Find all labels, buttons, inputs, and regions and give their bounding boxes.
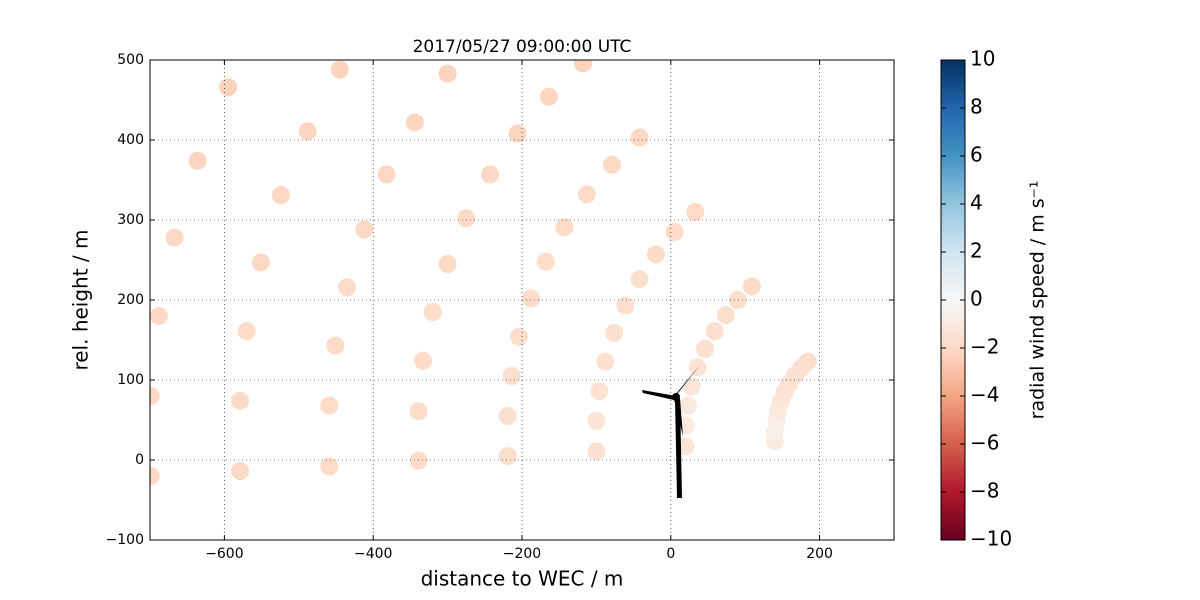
data-point [555, 218, 574, 237]
data-point [510, 327, 529, 346]
colorbar-tick-label: −2 [970, 335, 999, 359]
data-point [405, 113, 424, 132]
data-point [326, 336, 345, 355]
data-point [502, 367, 521, 385]
chart-title: 2017/05/27 09:00:00 UTC [413, 37, 632, 57]
data-point [481, 165, 500, 184]
data-point [414, 351, 433, 370]
y-tick-label: −100 [106, 532, 144, 548]
data-point [150, 387, 160, 405]
y-tick-label: 300 [117, 212, 144, 228]
data-point [577, 185, 596, 204]
data-point [320, 396, 339, 415]
data-point [271, 186, 290, 205]
data-point [521, 289, 540, 308]
data-point [231, 391, 250, 410]
colorbar-tick-label: 8 [970, 95, 983, 119]
colorbar-tick-label: −10 [970, 527, 1012, 551]
data-point [688, 358, 707, 377]
colorbar-tick-label: 6 [970, 143, 983, 167]
y-tick-label: 100 [117, 372, 144, 388]
data-point [605, 323, 624, 342]
hub [672, 393, 680, 401]
data-point [587, 411, 606, 430]
data-point [409, 451, 428, 470]
colorbar-tick-label: −4 [970, 383, 999, 407]
data-point [630, 128, 649, 147]
points [150, 60, 817, 485]
data-point [330, 60, 349, 79]
data-point [231, 462, 250, 481]
data-point [590, 382, 609, 401]
data-point [438, 255, 457, 273]
turbine [642, 364, 701, 498]
data-point [696, 339, 715, 358]
data-point [409, 402, 428, 421]
y-tick-label: 200 [117, 292, 144, 308]
colorbar-label: radial wind speed / m s⁻¹ [1027, 181, 1049, 420]
colorbar-tick-label: 0 [970, 287, 983, 311]
data-point [377, 165, 396, 184]
data-point [298, 122, 317, 141]
data-point [150, 467, 160, 485]
data-point [603, 155, 622, 174]
x-tick-label: −600 [205, 546, 243, 562]
data-point [665, 223, 684, 241]
x-tick-label: 0 [666, 546, 675, 562]
data-point [438, 64, 457, 83]
data-point [423, 303, 442, 321]
data-point [165, 228, 184, 247]
x-tick-label: −400 [354, 546, 392, 562]
colorbar-tick-label: 10 [970, 47, 995, 71]
data-point [682, 377, 701, 396]
data-point [728, 291, 747, 309]
x-tick-label: −200 [503, 546, 541, 562]
data-point [630, 270, 649, 289]
data-point [355, 220, 374, 239]
data-point [219, 78, 238, 97]
data-point [678, 396, 697, 415]
data-point [646, 245, 665, 264]
data-point [498, 407, 517, 425]
data-point [705, 322, 724, 341]
data-point [574, 60, 593, 73]
y-tick-label: 500 [117, 52, 144, 68]
data-point [686, 203, 705, 221]
y-axis-label: rel. height / m [69, 229, 93, 370]
data-point [338, 278, 357, 297]
data-point [676, 437, 695, 456]
data-point [616, 296, 635, 315]
data-point [798, 352, 817, 371]
data-point [742, 277, 761, 296]
data-point [716, 306, 735, 325]
data-point [150, 307, 168, 325]
data-point [508, 124, 527, 143]
data-point [457, 209, 476, 228]
data-point [587, 442, 606, 461]
colorbar-tick-label: −8 [970, 479, 999, 503]
data-point [536, 252, 555, 271]
blade [674, 399, 683, 436]
data-point [498, 447, 517, 465]
blade [642, 390, 676, 400]
x-axis-label: distance to WEC / m [421, 567, 624, 591]
data-point [320, 457, 339, 476]
data-point [539, 87, 558, 106]
data-point [596, 352, 615, 371]
blade [675, 364, 701, 395]
x-tick-label: 200 [806, 546, 833, 562]
colorbar-tick-label: 4 [970, 191, 983, 215]
y-tick-label: 0 [135, 452, 144, 468]
data-point [251, 253, 270, 272]
colorbar-tick-label: −6 [970, 431, 999, 455]
data-point [237, 322, 256, 341]
y-tick-label: 400 [117, 132, 144, 148]
colorbar-tick-label: 2 [970, 239, 983, 263]
data-point [188, 151, 207, 170]
